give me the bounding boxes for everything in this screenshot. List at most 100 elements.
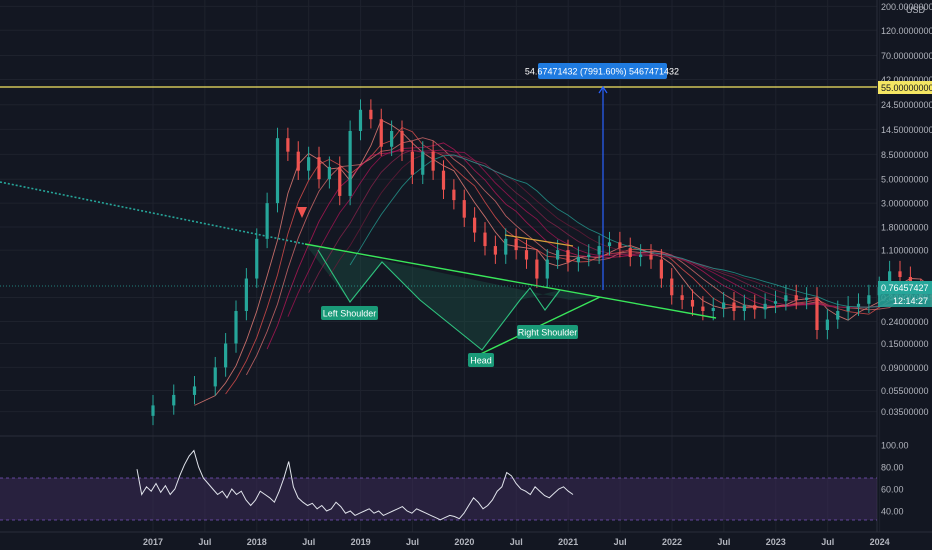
price-tick-label: 1.80000000: [881, 223, 929, 233]
candle-body: [898, 271, 902, 277]
candle-body: [701, 306, 705, 312]
ma-ribbon-line: [329, 151, 932, 308]
ma-ribbon-line: [349, 154, 932, 308]
svg-text:55.00000000: 55.00000000: [881, 83, 932, 93]
time-tick-label: 2018: [247, 537, 267, 547]
candle-body: [348, 130, 352, 196]
measure-arrow-head: [598, 85, 608, 94]
candles-group: [151, 99, 932, 426]
candle-body: [441, 170, 446, 190]
candle-body: [151, 405, 155, 416]
candle-body: [597, 246, 601, 255]
pattern-outline: [317, 249, 561, 351]
rsi-axis: 100.00 80.00 60.00 40.00: [881, 441, 909, 517]
candle-body: [410, 151, 414, 175]
svg-text:Left Shoulder: Left Shoulder: [323, 309, 377, 319]
time-tick-label: 2022: [662, 537, 682, 547]
price-tick-label: 42.00000000: [881, 75, 932, 85]
candle-body: [856, 303, 861, 307]
candle-body: [825, 319, 829, 331]
orange-projection-line: [504, 234, 574, 247]
price-tick-label: 5.00000000: [881, 175, 929, 185]
time-tick-label: 2020: [454, 537, 474, 547]
candle-body: [400, 130, 404, 152]
candle-body: [473, 217, 477, 233]
neckline-trendline[interactable]: [304, 243, 717, 319]
candle-body: [462, 200, 466, 218]
time-tick-label: Jul: [717, 537, 730, 547]
candle-body: [587, 254, 591, 258]
candle-body: [514, 238, 518, 251]
candle-body: [680, 295, 684, 300]
time-axis[interactable]: 2017 Jul 2018 Jul 2019 Jul 2020 Jul 2021 Jul 2022 J…: [143, 537, 890, 547]
time-tick-label: 2023: [766, 537, 786, 547]
time-tick-label: Jul: [614, 537, 627, 547]
countdown-badge: 12:14:27: [878, 294, 932, 307]
time-tick-label: Jul: [406, 537, 419, 547]
rsi-tick-label: 60.00: [881, 485, 904, 495]
candle-body: [524, 250, 529, 260]
candle-body: [867, 295, 871, 304]
rsi-line: [136, 449, 574, 521]
rsi-tick-label: 40.00: [881, 507, 904, 517]
candle-body: [452, 189, 456, 201]
candle-body: [846, 306, 850, 312]
candle-body: [358, 109, 363, 131]
candle-body: [628, 248, 632, 258]
measure-label: 54.67471432 (7991.60%) 5467471432: [525, 63, 679, 79]
time-tick-label: 2024: [870, 537, 890, 547]
candle-body: [379, 119, 383, 147]
left-shoulder-label: Left Shoulder: [321, 306, 378, 320]
ma-ribbon-line: [287, 149, 932, 317]
candle-body: [805, 297, 809, 300]
candle-body: [732, 302, 736, 312]
candle-body: [296, 151, 300, 171]
candle-body: [607, 242, 612, 247]
price-tick-label: 24.50000000: [881, 100, 932, 110]
candle-body: [618, 242, 622, 249]
candle-body: [431, 151, 435, 171]
time-tick-label: Jul: [198, 537, 211, 547]
candle-body: [493, 246, 497, 255]
price-tick-label: 120.00000000: [881, 26, 932, 36]
price-axis[interactable]: USD 340.00000000200.00000000120.00000000…: [881, 0, 932, 417]
candle-body: [784, 295, 788, 302]
head-label: Head: [468, 353, 494, 367]
time-tick-label: 2021: [558, 537, 578, 547]
time-tick-label: Jul: [510, 537, 523, 547]
price-tick-label: 0.03500000: [881, 407, 929, 417]
candle-body: [234, 311, 238, 344]
candle-body: [504, 238, 508, 255]
candle-body: [213, 367, 217, 387]
candle-body: [317, 157, 321, 180]
candle-body: [711, 307, 715, 312]
candle-body: [576, 257, 580, 263]
price-tick-label: 8.50000000: [881, 150, 929, 160]
candle-body: [286, 138, 290, 152]
svg-text:0.76457427: 0.76457427: [881, 283, 929, 293]
candle-body: [244, 278, 248, 312]
svg-text:12:14:27: 12:14:27: [893, 296, 928, 306]
time-tick-label: Jul: [302, 537, 315, 547]
candle-body: [307, 157, 311, 171]
price-tick-label: 70.00000000: [881, 51, 932, 61]
price-tick-label: 14.50000000: [881, 125, 932, 135]
current-price-badge: 0.76457427: [878, 281, 932, 294]
candle-body: [338, 166, 342, 196]
time-tick-label: 2019: [351, 537, 371, 547]
candle-body: [421, 151, 425, 175]
candle-body: [773, 301, 778, 304]
rsi-tick-label: 80.00: [881, 463, 904, 473]
rsi-band: [0, 478, 877, 520]
candle-body: [556, 250, 560, 260]
candle-body: [224, 343, 228, 368]
candle-body: [753, 305, 757, 310]
svg-text:54.67471432 (7991.60%) 5467471: 54.67471432 (7991.60%) 5467471432: [525, 67, 679, 77]
candle-body: [265, 203, 269, 239]
pattern-fill: [305, 244, 600, 350]
candle-body: [327, 166, 331, 180]
candle-body: [369, 109, 373, 120]
svg-text:Head: Head: [470, 356, 492, 366]
